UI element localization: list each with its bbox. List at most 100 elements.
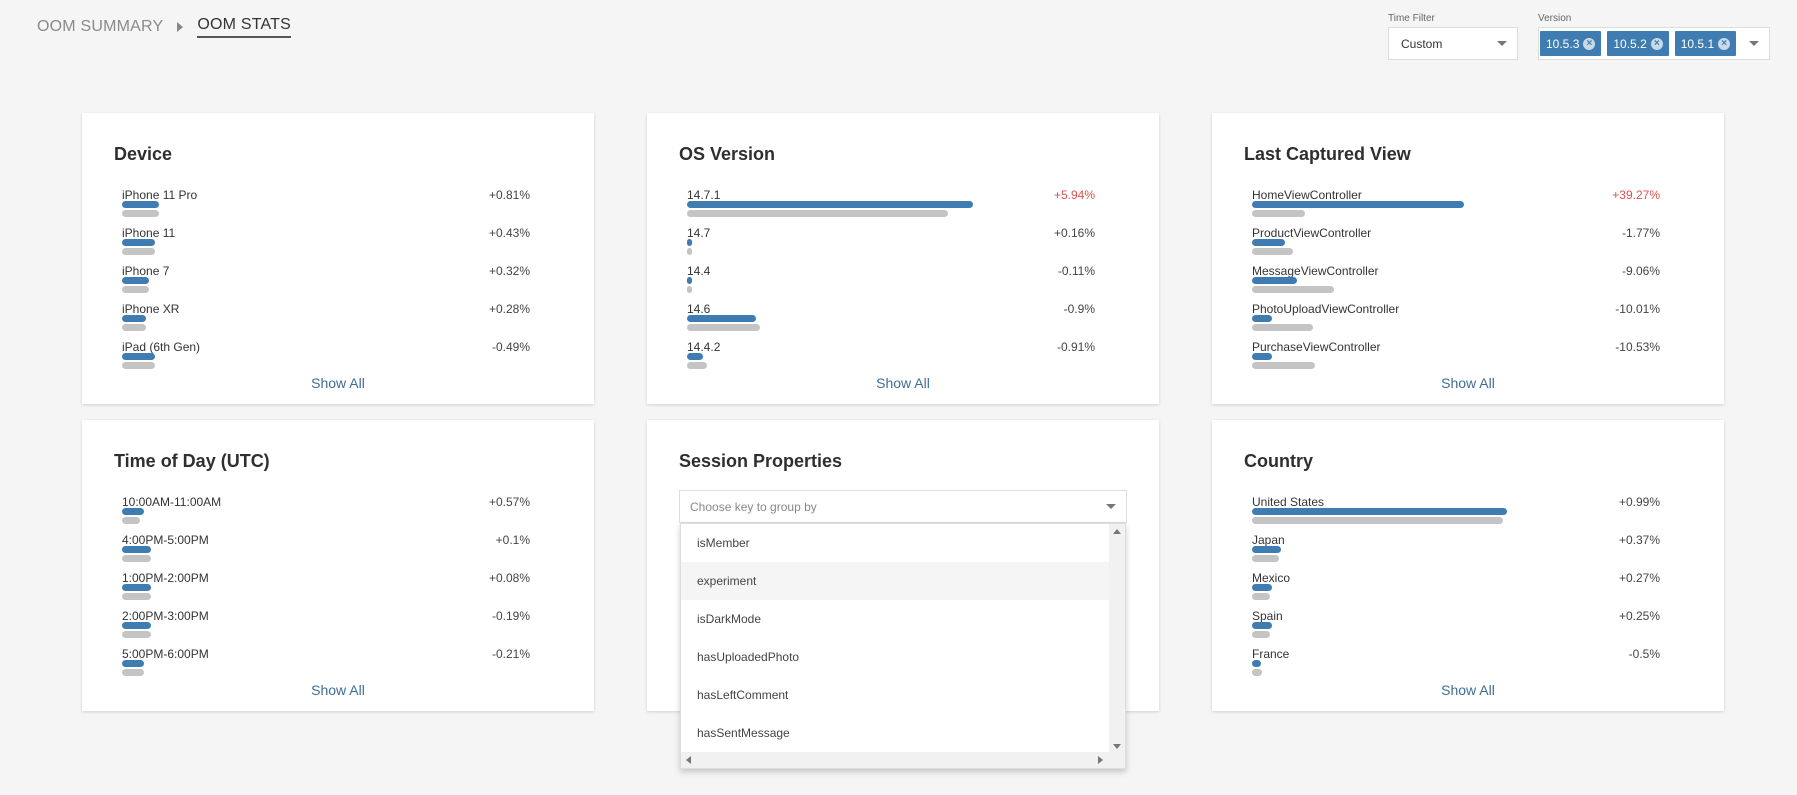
version-chip: 10.5.2 × <box>1607 31 1669 56</box>
stat-row: 4:00PM-5:00PM +0.1% <box>122 533 530 571</box>
stat-row-value: -10.53% <box>1615 340 1660 354</box>
comparison-bar <box>1252 248 1293 255</box>
stat-row-label: 1:00PM-2:00PM <box>122 571 209 585</box>
current-version-bar <box>122 201 159 208</box>
stat-row: France -0.5% <box>1252 647 1660 685</box>
card-title: Time of Day (UTC) <box>114 451 270 471</box>
horizontal-scrollbar[interactable] <box>681 752 1125 768</box>
comparison-bar <box>122 324 147 331</box>
current-version-bar <box>1252 546 1281 553</box>
dropdown-option[interactable]: hasSentMessage <box>697 726 790 740</box>
stat-row-label: 5:00PM-6:00PM <box>122 647 209 661</box>
stat-row: PurchaseViewController -10.53% <box>1252 340 1660 378</box>
current-version-bar <box>1252 660 1261 667</box>
stat-row-value: -0.91% <box>1056 340 1095 354</box>
breadcrumb-oom-summary[interactable]: OOM SUMMARY <box>37 18 164 35</box>
current-version-bar <box>1252 201 1465 208</box>
chevron-down-icon <box>1497 41 1507 46</box>
comparison-bar <box>122 631 151 638</box>
scroll-right-icon[interactable] <box>1098 756 1103 764</box>
stat-row-label: 2:00PM-3:00PM <box>122 609 209 623</box>
card-title: OS Version <box>679 144 776 164</box>
chevron-down-icon[interactable] <box>1106 504 1116 509</box>
comparison-bar <box>122 593 151 600</box>
stat-row-value: -10.01% <box>1615 302 1660 316</box>
stat-row-value: +0.28% <box>488 302 530 316</box>
stat-row: iPhone XR +0.28% <box>122 302 530 340</box>
comparison-bar <box>1252 210 1306 217</box>
version-chip-label: 10.5.1 <box>1680 36 1715 51</box>
stat-row-value: +39.27% <box>1612 188 1660 202</box>
comparison-bar <box>1252 324 1314 331</box>
comparison-bar <box>122 362 155 369</box>
vertical-scrollbar[interactable] <box>1109 524 1125 754</box>
current-version-bar <box>687 201 973 208</box>
remove-chip-icon[interactable]: × <box>1650 37 1663 50</box>
current-version-bar <box>1252 277 1297 284</box>
stat-row-value: -0.11% <box>1057 264 1095 278</box>
group-key-dropdown: isMember experiment isDarkMode hasUpload… <box>680 523 1126 769</box>
comparison-bar <box>687 362 708 369</box>
comparison-bar <box>687 248 692 255</box>
stat-row-value: +0.43% <box>488 226 530 240</box>
stat-row-label: iPad (6th Gen) <box>122 340 201 354</box>
show-all-link[interactable]: Show All <box>1441 682 1495 698</box>
scroll-up-icon[interactable] <box>1113 529 1121 534</box>
stat-row-label: 10:00AM-11:00AM <box>122 495 222 509</box>
remove-chip-icon[interactable]: × <box>1583 37 1596 50</box>
version-select[interactable]: 10.5.3 × 10.5.2 × 10.5.1 × <box>1538 27 1770 60</box>
breadcrumb-oom-stats[interactable]: OOM STATS <box>197 16 292 38</box>
stat-row-value: -0.49% <box>491 340 530 354</box>
scroll-down-icon[interactable] <box>1113 744 1121 749</box>
time-of-day-card: Time of Day (UTC) 10:00AM-11:00AM +0.57% 4… <box>82 420 594 711</box>
stat-row: ProductViewController -1.77% <box>1252 226 1660 264</box>
remove-chip-icon[interactable]: × <box>1718 37 1731 50</box>
stat-row-value: +0.16% <box>1053 226 1095 240</box>
stat-row-label: iPhone 7 <box>122 264 170 278</box>
stat-row: iPad (6th Gen) -0.49% <box>122 340 530 378</box>
dropdown-option[interactable]: hasLeftComment <box>697 688 789 702</box>
current-version-bar <box>122 315 147 322</box>
current-version-bar <box>122 584 151 591</box>
stat-row-label: iPhone 11 Pro <box>122 188 198 202</box>
current-version-bar <box>687 277 692 284</box>
stat-row-label: iPhone 11 <box>122 226 176 240</box>
comparison-bar <box>122 517 141 524</box>
stat-row: HomeViewController +39.27% <box>1252 188 1660 226</box>
stat-row-label: iPhone XR <box>122 302 180 316</box>
comparison-bar <box>1252 669 1263 676</box>
dropdown-option[interactable]: experiment <box>681 562 1109 600</box>
current-version-bar <box>1252 622 1273 629</box>
comparison-bar <box>687 286 692 293</box>
dropdown-option[interactable]: isMember <box>697 536 750 550</box>
stat-row-label: 14.4.2 <box>687 340 721 354</box>
version-chip-label: 10.5.2 <box>1613 36 1647 51</box>
current-version-bar <box>1252 508 1507 515</box>
current-version-bar <box>687 239 692 246</box>
show-all-link[interactable]: Show All <box>876 375 930 391</box>
stat-rows: 14.7.1 +5.94% 14.7 +0.16% 14.4 -0.11% 14.6 -0.9… <box>687 188 1095 378</box>
stat-row-label: ProductViewController <box>1252 226 1372 240</box>
current-version-bar <box>687 315 757 322</box>
chevron-down-icon[interactable] <box>1749 41 1759 46</box>
stat-row: 14.7 +0.16% <box>687 226 1095 264</box>
time-filter-select[interactable]: Custom <box>1388 27 1518 60</box>
time-filter-label: Time Filter <box>1388 13 1435 24</box>
comparison-bar <box>1252 286 1334 293</box>
comparison-bar <box>1252 593 1271 600</box>
stat-row-value: +0.27% <box>1618 571 1660 585</box>
stat-row-label: PhotoUploadViewController <box>1252 302 1400 316</box>
stat-row-value: -9.06% <box>1621 264 1660 278</box>
show-all-link[interactable]: Show All <box>311 375 365 391</box>
stat-row: MessageViewController -9.06% <box>1252 264 1660 302</box>
dropdown-option[interactable]: isDarkMode <box>697 612 762 626</box>
stat-row: 5:00PM-6:00PM -0.21% <box>122 647 530 685</box>
show-all-link[interactable]: Show All <box>311 682 365 698</box>
comparison-bar <box>122 555 151 562</box>
dropdown-option[interactable]: hasUploadedPhoto <box>697 650 800 664</box>
stat-row-value: +0.25% <box>1618 609 1660 623</box>
show-all-link[interactable]: Show All <box>1441 375 1495 391</box>
card-title: Session Properties <box>679 451 843 471</box>
scroll-left-icon[interactable] <box>686 756 691 764</box>
group-key-input[interactable]: Choose key to group by <box>679 490 1127 523</box>
